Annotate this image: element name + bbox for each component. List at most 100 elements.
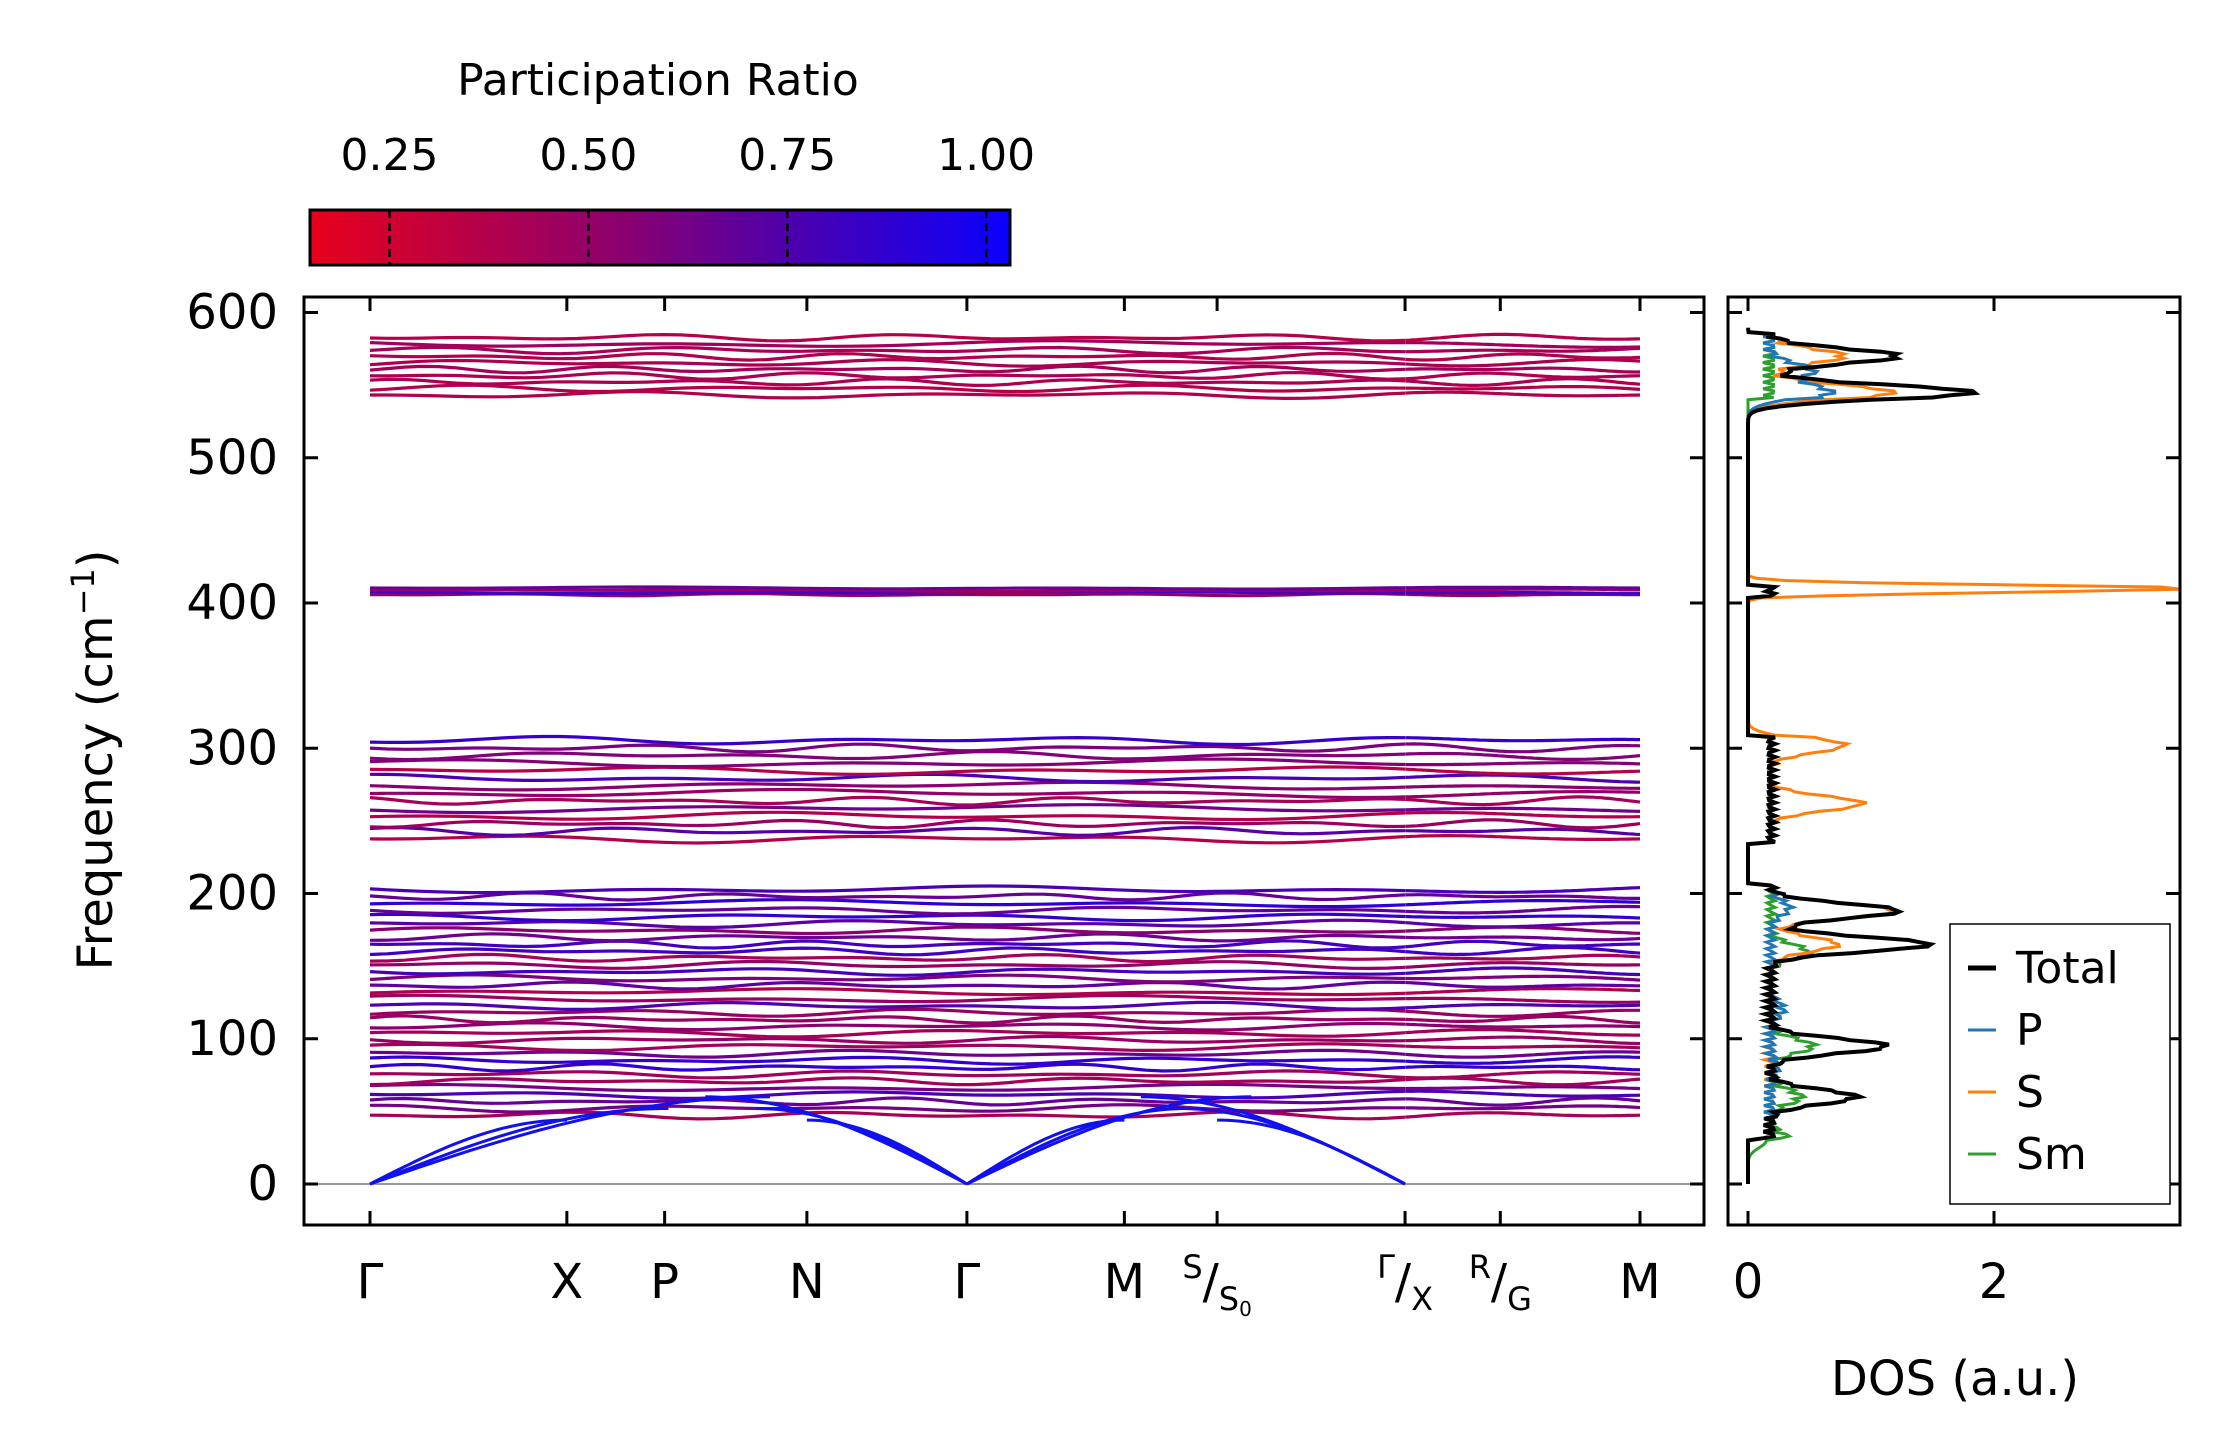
optical-branch [1405,921,1640,929]
optical-branch [1405,590,1641,596]
q-tick-label-slash: / [1203,1254,1220,1310]
q-tick-label: P [650,1254,679,1310]
optical-branch [369,1069,1406,1080]
optical-branch [1405,893,1640,900]
optical-branch [369,1014,1406,1025]
q-tick-label: R/G [1469,1248,1532,1318]
y-tick-label: 0 [247,1156,278,1212]
legend-label-total: Total [2015,943,2119,994]
optical-branch [1405,827,1641,837]
acoustic-branch [1217,1118,1406,1186]
dos-x-tick-label: 0 [1733,1254,1764,1310]
acoustic-branch [369,1107,669,1186]
optical-branch [369,749,1406,762]
optical-branch [1405,987,1641,995]
optical-branch [370,390,1406,401]
q-tick-label-slash: / [1395,1254,1412,1310]
optical-branch [369,891,1406,902]
acoustic-branch [369,1095,771,1186]
optical-branch [1405,939,1641,949]
optical-branch [369,980,1406,991]
optical-branch [1405,377,1641,387]
optical-branch [1405,1008,1640,1018]
legend-frame [1949,923,2171,1205]
optical-branch [369,1042,1406,1053]
optical-branch [1405,773,1641,784]
optical-branch [369,589,1406,596]
dos-plot-frame [1726,295,2182,1227]
optical-branch [1405,761,1641,767]
optical-branch [369,332,1406,343]
dos-curve-total [1746,327,1981,1184]
optical-branch [369,585,1406,591]
optical-branch [1405,1096,1641,1107]
optical-branch [1405,1035,1641,1046]
colorbar-label: Participation Ratio [457,55,859,106]
optical-branch [1405,914,1641,920]
optical-branch [1405,945,1641,957]
optical-branch [1405,1055,1641,1065]
optical-branch [1405,974,1641,982]
optical-branch [369,952,1406,964]
optical-branch [1405,996,1641,1004]
optical-branch [1405,904,1641,915]
q-tick-label-from: R [1469,1248,1491,1286]
q-tick-label: X [550,1254,583,1310]
q-tick-label: M [1619,1254,1660,1310]
optical-branch [1405,980,1640,989]
legend-label-p: P [2016,1005,2043,1056]
optical-branch [1405,1104,1641,1111]
optical-branch [369,818,1406,830]
optical-branch [369,351,1406,362]
optical-branch [1405,784,1641,790]
acoustic-branch [756,1107,968,1186]
optical-branch [1405,1022,1641,1029]
colorbar-tick-label: 0.75 [738,130,836,181]
optical-branch [1405,1050,1641,1059]
optical-branch [1405,953,1641,961]
optical-branch [1405,751,1641,761]
optical-branch [369,1062,1406,1073]
acoustic-branch [1140,1095,1406,1186]
optical-branch [369,967,1406,977]
optical-branch [1405,886,1641,894]
optical-branch [369,757,1406,769]
optical-branch [1405,341,1641,349]
optical-branch [369,939,1406,950]
q-tick-label: Γ [954,1254,981,1310]
optical-branch [369,810,1406,822]
q-tick-label-slash: / [1491,1254,1508,1310]
q-tick-label-to: G [1507,1280,1532,1318]
optical-branch [369,993,1406,1004]
acoustic-branch [966,1095,1252,1186]
dos-axis-label: DOS (a.u.) [1831,1351,2079,1407]
optical-branch [369,898,1406,909]
optical-branch [369,932,1406,943]
optical-branch [369,1096,1406,1107]
frequency-axis-label-main: Frequency (cm [68,615,124,970]
optical-branch [369,1034,1406,1045]
acoustic-branch [966,1118,1125,1186]
optical-branch [369,834,1406,845]
y-tick-label: 400 [186,575,278,631]
optical-branch [1405,736,1640,743]
optical-branch [1405,961,1641,969]
optical-branch [1405,1014,1641,1025]
q-tick-label: Γ/X [1377,1248,1433,1318]
colorbar-tick-label: 0.50 [539,130,637,181]
optical-branch [369,370,1406,381]
optical-branch [1405,346,1641,354]
dos-curves [1746,327,2180,1184]
optical-branch [369,780,1406,792]
q-tick-label: S/S0 [1182,1248,1252,1321]
acoustic-branch [966,1107,1188,1186]
acoustic-branch [806,1118,968,1186]
optical-branch [369,905,1406,916]
optical-branch [1405,1003,1641,1010]
optical-branch [369,1082,1406,1093]
y-tick-label: 200 [186,866,278,922]
colorbar-gradient [308,208,1012,267]
optical-branch [1405,585,1641,590]
